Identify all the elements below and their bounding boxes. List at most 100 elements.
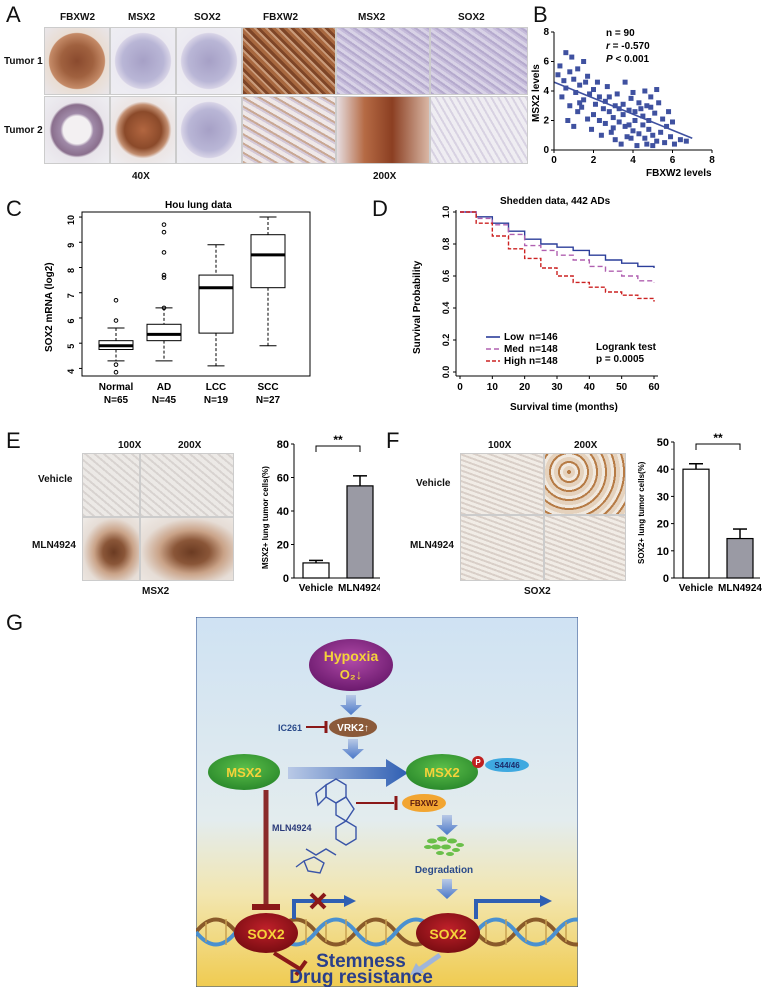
e-micrograph-vehicle-200x	[140, 453, 234, 517]
b-point	[589, 126, 595, 132]
b-point	[671, 141, 677, 147]
micrograph-t2-msx2-200x	[336, 96, 430, 164]
panel-label-f: F	[386, 428, 400, 453]
col-header-msx2-40x: MSX2	[128, 12, 156, 23]
d-series-med	[460, 211, 655, 283]
c-outlier	[161, 222, 167, 227]
row-label-tumor1: Tumor 1	[4, 56, 43, 67]
g-mln4924-structure	[295, 778, 357, 874]
e-ytick-label: 80	[277, 439, 289, 451]
b-point	[608, 129, 614, 135]
b-point	[677, 137, 683, 143]
b-point	[666, 109, 672, 115]
f-stain-label: SOX2	[524, 586, 551, 597]
c-outlier	[161, 229, 167, 235]
b-point	[569, 54, 575, 60]
b-point	[620, 112, 626, 118]
panel-d-survival: Shedden data, 442 ADs 0 10 20 30 40 50 60 0.0 0.…	[412, 196, 660, 413]
g-transcription-right	[474, 899, 542, 919]
micrograph-t1-sox2-40x	[176, 27, 242, 95]
g-arrow-vrk2-msx2	[342, 739, 364, 759]
micrograph-t2-sox2-200x	[430, 96, 528, 164]
e-ytick-label: 40	[277, 506, 289, 518]
b-xtick-label: 8	[709, 155, 715, 166]
b-point	[587, 91, 593, 97]
b-point	[670, 119, 675, 125]
g-arrow-sox2-outcome-head	[410, 963, 424, 975]
panel-b-scatter: 0 2 4 6 8 0 2 4 6 8 n = 90 r = -0.570 P < 0.001 F…	[531, 27, 715, 179]
b-point	[654, 138, 660, 144]
b-point	[585, 116, 591, 122]
g-transcription-block-x	[309, 892, 327, 910]
b-point	[683, 138, 689, 144]
b-point	[579, 104, 585, 110]
b-point	[660, 116, 666, 122]
b-point	[630, 89, 636, 95]
g-o2-label: O₂↓	[340, 667, 362, 682]
d-ytick-label: 0.2	[441, 334, 451, 347]
b-point	[648, 94, 654, 100]
c-outlier	[161, 250, 167, 255]
b-point	[656, 100, 662, 106]
micrograph-t2-msx2-40x	[110, 96, 176, 164]
d-xtick-label: 40	[584, 382, 596, 393]
b-point	[575, 66, 581, 72]
e-micrograph-mln-100x	[82, 517, 140, 581]
g-site-node	[485, 758, 529, 772]
c-group-n: N=45	[152, 395, 177, 406]
b-point	[626, 122, 632, 128]
b-point	[636, 100, 642, 106]
b-point	[563, 85, 569, 91]
d-legend-name: High	[504, 356, 526, 367]
b-ylabel: MSX2 levels	[531, 64, 542, 122]
e-mag-100x: 100X	[118, 440, 142, 451]
d-title: Shedden data, 442 ADs	[500, 196, 611, 207]
panel-e-bar: 0 20 40 60 80 Vehicle MLN4924 ** MSX2+ lung tum…	[261, 433, 380, 594]
b-point	[583, 79, 589, 85]
b-point	[567, 69, 573, 75]
b-point	[577, 100, 583, 106]
g-hypoxia-label: Hypoxia	[324, 648, 379, 664]
g-msx2-left-node	[208, 754, 280, 790]
c-outlier	[113, 369, 119, 375]
c-ytick-label: 6	[66, 318, 76, 323]
b-point	[662, 140, 668, 146]
b-point	[563, 50, 569, 56]
d-xtick-label: 0	[457, 382, 463, 393]
e-category-label: MLN4924	[338, 583, 380, 594]
b-stat-n: n = 90	[606, 28, 635, 39]
mag-label-200x: 200X	[373, 171, 397, 182]
c-frame	[81, 211, 311, 377]
b-xtick-label: 2	[591, 155, 597, 166]
c-outlier	[161, 272, 167, 278]
panel-label-e: E	[6, 428, 21, 453]
micrograph-t1-fbxw2-40x	[44, 27, 110, 95]
b-point	[664, 123, 670, 129]
d-xtick-label: 60	[648, 382, 660, 393]
f-bar-mln4924	[726, 537, 754, 579]
b-point	[642, 135, 648, 141]
g-outcome-stemness: Stemness	[316, 951, 406, 972]
b-ytick-label: 0	[543, 145, 549, 156]
f-micrograph-vehicle-100x	[460, 453, 544, 515]
f-category-label: Vehicle	[679, 583, 714, 594]
e-micrograph-vehicle-100x	[82, 453, 140, 517]
d-legend-name: Med	[504, 344, 524, 355]
e-ytick-label: 0	[283, 573, 289, 585]
d-xlabel: Survival time (months)	[510, 402, 618, 413]
d-p-label: p = 0.0005	[596, 354, 645, 365]
g-vrk2-node	[329, 717, 377, 737]
g-msx2-right-node	[406, 754, 478, 790]
b-ytick-label: 8	[543, 27, 549, 38]
b-point	[592, 101, 598, 107]
f-row-vehicle: Vehicle	[416, 478, 451, 489]
g-ic261-label: IC261	[278, 723, 302, 733]
f-micrograph-mln-100x	[460, 515, 544, 581]
b-point	[642, 88, 648, 94]
e-micrograph-mln-200x	[140, 517, 234, 581]
g-mln4924-label: MLN4924	[272, 823, 312, 833]
b-xtick-label: 6	[670, 155, 676, 166]
b-point	[567, 103, 573, 109]
c-group-n: N=19	[204, 395, 229, 406]
